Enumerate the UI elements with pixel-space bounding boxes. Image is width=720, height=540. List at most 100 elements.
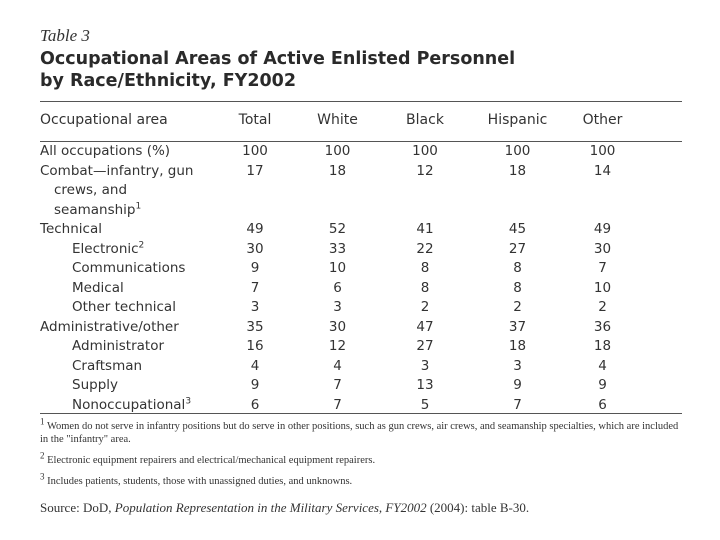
- cell-value: 7: [250, 279, 260, 296]
- cell-value: 12: [328, 338, 347, 354]
- column-header: White: [317, 112, 358, 128]
- cell-value: 9: [250, 377, 260, 393]
- row-label: Administrator: [40, 337, 215, 357]
- cell-value: 12: [416, 162, 434, 179]
- table-row: Nonoccupational3 6 7 5 7 6: [40, 396, 640, 416]
- cell-value: 27: [416, 338, 434, 354]
- cell-value: 17: [246, 162, 264, 179]
- cell-value: 3: [333, 299, 342, 315]
- row-label-text: Medical: [72, 279, 124, 296]
- column-header: Black: [406, 112, 444, 128]
- cell-value: 9: [513, 377, 522, 393]
- cell-value: 7: [513, 396, 522, 413]
- data-table: Occupational area Total White Black Hispanic…: [40, 112, 640, 415]
- cell-value: 22: [416, 240, 434, 257]
- column-header: Other: [582, 112, 623, 128]
- row-label-text: Communications: [72, 260, 186, 276]
- cell-value: 52: [328, 221, 347, 237]
- cell-value: 7: [333, 396, 342, 413]
- row-label: Electronic2: [40, 240, 215, 260]
- footnote-mark: 1: [135, 201, 142, 211]
- row-label-text: Craftsman: [72, 357, 143, 374]
- column-header: Hispanic: [487, 112, 548, 128]
- cell-value: 18: [593, 338, 612, 354]
- cell-value: 47: [416, 318, 434, 335]
- cell-value: 3: [513, 357, 522, 374]
- title-line: Occupational Areas of Active Enlisted Pe…: [40, 49, 516, 69]
- row-label: Medical: [40, 279, 215, 299]
- column-header: Total: [238, 112, 272, 128]
- cell-value: 8: [513, 260, 522, 276]
- footnote: 2 Electronic equipment repairers and ele…: [40, 450, 680, 467]
- cell-value: 100: [504, 143, 531, 159]
- cell-value: 30: [593, 240, 612, 257]
- rule: [40, 413, 682, 414]
- cell-value: 27: [508, 240, 527, 257]
- row-label-text: Administrator: [72, 338, 165, 354]
- rule: [40, 101, 682, 102]
- cell-value: 7: [333, 377, 342, 393]
- footnotes: 1 Women do not serve in infantry positio…: [40, 417, 680, 496]
- cell-value: 4: [250, 357, 260, 374]
- table-row: Administrative/other 35 30 47 37 36: [40, 318, 640, 338]
- row-label-text: Other technical: [72, 299, 176, 315]
- row-label-text: All occupations (%): [40, 143, 171, 159]
- table-row: Technical 49 52 41 45 49: [40, 220, 640, 240]
- source: Source: DoD, Population Representation i…: [40, 500, 529, 516]
- table-row: Combat—infantry, gun crews, and seamansh…: [40, 162, 640, 221]
- cell-value: 18: [508, 162, 527, 179]
- row-label: Nonoccupational3: [40, 396, 215, 416]
- row-label: All occupations (%): [40, 142, 215, 162]
- cell-value: 35: [246, 318, 264, 335]
- cell-value: 9: [598, 377, 607, 393]
- table-label: Table 3: [40, 26, 90, 45]
- row-label: Administrative/other: [40, 318, 215, 338]
- row-label-text: Nonoccupational: [72, 396, 186, 413]
- row-label-text: Administrative/other: [40, 318, 179, 335]
- cell-value: 13: [416, 377, 434, 393]
- cell-value: 5: [420, 396, 430, 413]
- cell-value: 6: [598, 396, 607, 413]
- cell-value: 100: [589, 143, 616, 159]
- cell-value: 18: [328, 162, 347, 179]
- cell-value: 2: [420, 299, 430, 315]
- cell-value: 2: [513, 299, 522, 315]
- table-row: All occupations (%) 100 100 100 100 100: [40, 142, 640, 162]
- cell-value: 3: [420, 357, 430, 374]
- cell-value: 37: [508, 318, 527, 335]
- cell-value: 2: [598, 299, 607, 315]
- column-header: Occupational area: [40, 112, 168, 128]
- table-row: Other technical 3 3 2 2 2: [40, 298, 640, 318]
- footnote: 3 Includes patients, students, those wit…: [40, 471, 680, 488]
- rule: [40, 141, 682, 142]
- cell-value: 16: [246, 338, 264, 354]
- cell-value: 18: [508, 338, 527, 354]
- cell-value: 33: [328, 240, 347, 257]
- cell-value: 100: [242, 143, 268, 159]
- footnote-mark: 3: [40, 471, 45, 482]
- footnote: 1 Women do not serve in infantry positio…: [40, 417, 680, 446]
- cell-value: 10: [593, 279, 612, 296]
- cell-value: 100: [412, 143, 438, 159]
- footnote-mark: 2: [40, 450, 45, 461]
- table-row: Electronic2 30 33 22 27 30: [40, 240, 640, 260]
- title-line: by Race/Ethnicity, FY2002: [40, 71, 297, 91]
- source-suffix: (2004): table B-30.: [429, 500, 530, 515]
- cell-value: 9: [250, 260, 260, 276]
- table-row: Administrator 16 12 27 18 18: [40, 337, 640, 357]
- row-label-text: Electronic: [72, 240, 139, 257]
- cell-value: 8: [420, 279, 430, 296]
- cell-value: 30: [246, 240, 264, 257]
- footnote-mark: 3: [185, 396, 192, 406]
- footnote-text: Includes patients, students, those with …: [47, 476, 353, 487]
- row-label-text: Supply: [72, 377, 119, 393]
- row-label: Craftsman: [40, 357, 215, 377]
- row-label: Technical: [40, 220, 215, 240]
- cell-value: 3: [250, 299, 260, 315]
- table-row: Craftsman 4 4 3 3 4: [40, 357, 640, 377]
- cell-value: 4: [598, 357, 607, 374]
- cell-value: 7: [598, 260, 607, 276]
- row-label: Communications: [40, 259, 215, 279]
- cell-value: 10: [328, 260, 347, 276]
